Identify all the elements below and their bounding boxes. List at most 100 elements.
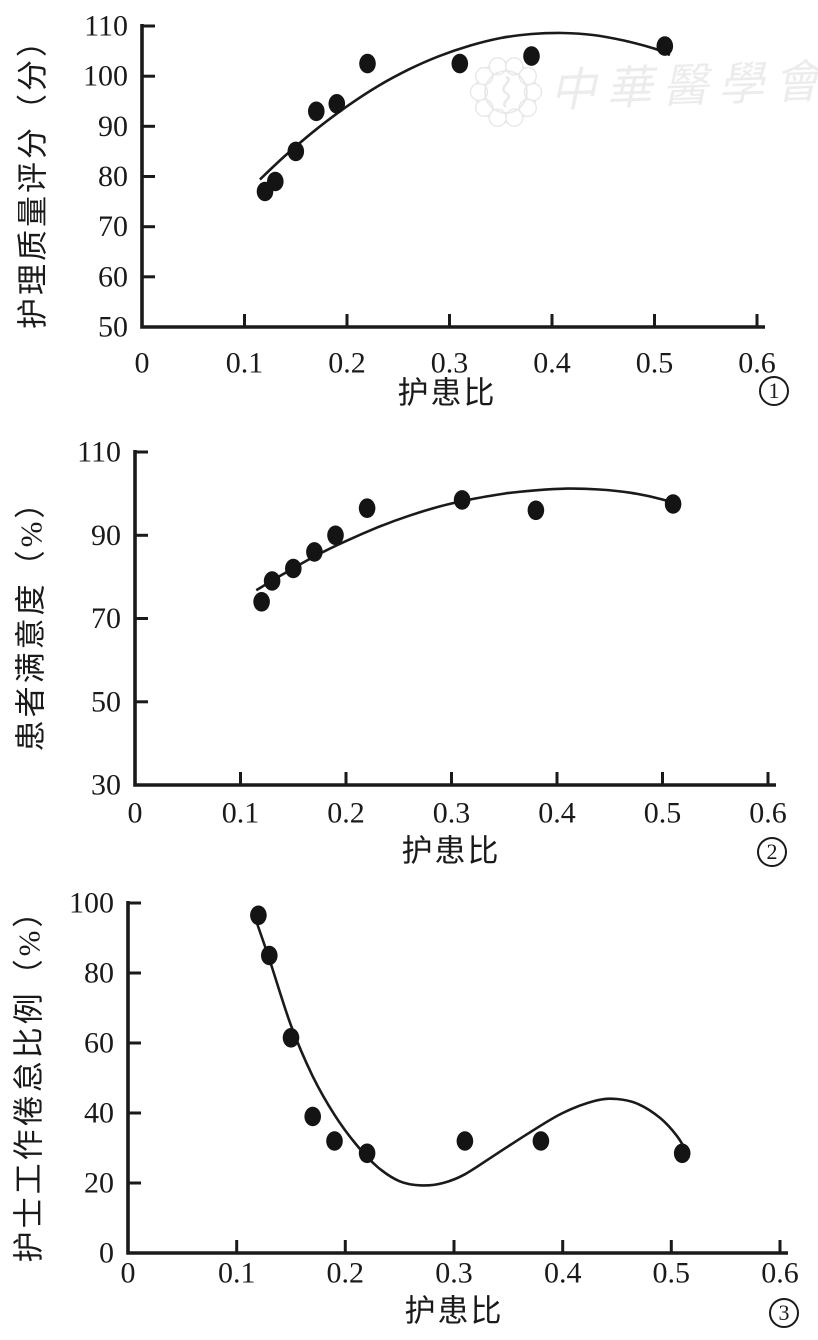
y-tick-label: 20 [84,1167,114,1200]
data-point [263,571,281,591]
data-point [250,905,267,926]
x-tick-label: 0.5 [636,347,674,380]
x-tick-label: 0.3 [433,797,471,830]
axis-ticks [142,24,759,329]
tick-labels: 50 60 70 80 90 100 110 0 0.1 0.2 0.3 0.4 0.5 0.6 [83,10,776,380]
data-point [532,1131,550,1151]
y-tick-label: 90 [91,519,121,552]
fit-curve [259,31,671,181]
chart-1-x-axis-label: 护患比 [397,375,497,411]
data-point [456,1131,474,1151]
y-tick-label: 90 [98,110,128,143]
fit-curve [255,487,679,592]
watermark-emblem-petal [475,98,494,118]
figure-number-3-badge: 3 [769,1298,799,1328]
axis-ticks [135,450,770,787]
watermark-snake-staff-icon [502,75,511,108]
watermark-text: 中華醫學會 [549,56,818,117]
data-point [358,1143,376,1164]
data-point [673,1143,691,1164]
watermark: 中華醫學會 [469,56,818,127]
chart-2-y-axis-label: 患者满意度（%） [13,484,49,752]
chart-nursing-quality-panel: 中華醫學會 50 60 70 80 90 100 110 0 0.1 0.2 0.3 0.4 0.5 0.6… [0,0,818,420]
figure-number-1-badge: 1 [759,376,789,406]
x-tick-label: 0.3 [431,347,469,380]
data-point [358,498,376,518]
x-tick-label: 0.5 [653,1257,691,1290]
data-point [285,558,302,579]
y-tick-label: 70 [91,602,121,635]
x-tick-label: 0.1 [226,347,264,380]
chart-patient-satisfaction-panel: 30 50 70 90 110 0 0.1 0.2 0.3 0.4 0.5 0.6 患者满意度（%） … [0,420,818,880]
chart-2-x-axis-label: 护患比 [401,833,501,869]
data-points [250,905,691,1164]
tick-labels: 30 50 70 90 110 0 0.1 0.2 0.3 0.4 0.5 0.6 [77,436,787,830]
y-tick-label: 110 [84,10,128,43]
x-tick-label: 0.6 [738,347,776,380]
y-tick-label: 80 [98,160,128,193]
data-point [304,1106,322,1127]
data-point [261,945,278,966]
data-point [287,141,305,162]
data-point [327,525,344,546]
x-tick-label: 0.2 [327,1257,365,1290]
chart-3-plot-canvas: 0 20 40 60 80 100 0 0.1 0.2 0.3 0.4 0.5 0.6 [69,887,799,1290]
data-point [451,53,469,74]
x-tick-label: 0 [121,1257,136,1290]
data-point [308,101,325,122]
data-point [656,36,674,56]
x-tick-label: 0.4 [538,797,576,830]
data-point [359,53,376,74]
x-tick-label: 0.1 [222,797,260,830]
chart-2-plot-canvas: 30 50 70 90 110 0 0.1 0.2 0.3 0.4 0.5 0.6 [77,436,787,830]
watermark-emblem-petal [505,57,524,76]
watermark-emblem-petal [518,66,537,86]
figure-number-3: 3 [778,1300,790,1325]
y-tick-label: 70 [98,210,128,243]
y-tick-label: 40 [84,1097,114,1130]
y-tick-label: 80 [84,957,114,990]
y-tick-label: 30 [91,769,121,802]
chart-1-plot-canvas: 中華醫學會 50 60 70 80 90 100 110 0 0.1 0.2 0.3 0.4 0.5 0.6 [83,10,818,380]
data-points [253,490,682,612]
x-tick-label: 0.2 [328,347,366,380]
data-point [523,46,540,66]
chart-nurse-burnout-panel: 0 20 40 60 80 100 0 0.1 0.2 0.3 0.4 0.5 0.6 护士工作倦怠比例… [0,880,818,1340]
watermark-emblem-petal [488,108,507,127]
data-point [253,592,270,612]
data-points [256,36,674,202]
data-point [326,1131,343,1151]
figure-number-2: 2 [766,839,778,864]
y-tick-label: 50 [98,311,128,344]
data-point [664,494,682,514]
x-tick-label: 0.3 [435,1257,473,1290]
y-tick-label: 100 [83,60,128,93]
x-tick-label: 0.6 [749,797,787,830]
x-tick-label: 0.5 [644,797,682,830]
x-tick-label: 0.6 [761,1257,799,1290]
data-point [328,94,346,114]
watermark-emblem-inner-ring [484,70,528,114]
y-tick-label: 100 [69,887,114,920]
axis-ticks [128,901,782,1255]
chart-3-y-axis-label: 护士工作倦怠比例（%） [11,893,47,1263]
figure-number-1: 1 [768,378,780,403]
y-tick-label: 0 [99,1237,114,1270]
data-point [453,490,471,510]
chart-1-y-axis-label: 护理质量评分（分） [15,23,51,329]
y-tick-label: 110 [77,436,121,469]
x-tick-label: 0 [135,347,150,380]
x-tick-label: 0.1 [218,1257,256,1290]
axes [126,901,788,1255]
x-tick-label: 0 [128,797,143,830]
y-tick-label: 60 [98,260,128,293]
data-point [282,1028,300,1048]
chart-3-x-axis-label: 护患比 [404,1293,504,1329]
data-point [306,542,323,562]
y-tick-label: 60 [84,1027,114,1060]
data-point [527,500,545,521]
tick-labels: 0 20 40 60 80 100 0 0.1 0.2 0.3 0.4 0.5 0.6 [69,887,799,1290]
y-tick-label: 50 [91,685,121,718]
figure-number-2-badge: 2 [757,837,787,867]
